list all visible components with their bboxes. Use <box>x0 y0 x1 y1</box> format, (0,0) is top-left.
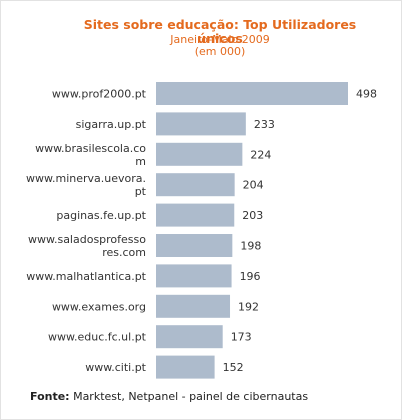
category-label-5-line-1: res.com <box>102 246 146 259</box>
bar-value-label-6: 196 <box>240 270 261 283</box>
bar-value-label-9: 152 <box>223 361 244 374</box>
chart-subtitle-period: Janeiro-Maio 2009 <box>170 33 270 46</box>
category-label-1: sigarra.up.pt <box>76 118 147 131</box>
category-label-7: www.exames.org <box>52 300 146 313</box>
bar-0 <box>156 82 348 105</box>
category-label-9: www.citi.pt <box>85 361 146 374</box>
bar-value-label-5: 198 <box>240 240 261 253</box>
category-label-5-line-0: www.saladosprofesso <box>28 233 146 246</box>
bar-value-label-1: 233 <box>254 118 275 131</box>
bar-6 <box>156 264 232 288</box>
source-note: Fonte: Marktest, Netpanel - painel de ci… <box>30 390 308 404</box>
bar-5 <box>156 234 233 257</box>
bar-value-label-7: 192 <box>238 300 259 313</box>
bar-4 <box>156 203 235 227</box>
bar-8 <box>156 325 223 349</box>
category-label-4: paginas.fe.up.pt <box>56 209 146 222</box>
bar-1 <box>156 112 246 136</box>
source-text: Marktest, Netpanel - painel de cibernaut… <box>69 390 309 403</box>
bar-chart: 498 www.prof2000.pt 233 sigarra.up.pt 224 www… <box>26 82 377 379</box>
category-label-2-line-1: m <box>135 155 146 168</box>
chart-title: Sites sobre educação: Top Utilizadores ú… <box>83 17 357 46</box>
category-label-2-line-0: www.brasilescola.co <box>35 142 146 155</box>
bar-value-label-8: 173 <box>231 331 252 344</box>
category-label-3-line-0: www.minerva.uevora. <box>26 172 146 185</box>
bar-value-label-2: 224 <box>250 148 271 161</box>
bar-3 <box>156 173 235 197</box>
category-label-6: www.malhatlantica.pt <box>26 270 146 283</box>
source-label: Fonte: <box>30 390 70 403</box>
bar-2 <box>156 142 243 166</box>
category-label-8: www.educ.fc.ul.pt <box>48 331 147 344</box>
chart-subtitle-unit: (em 000) <box>194 45 246 58</box>
bar-value-label-0: 498 <box>356 88 377 101</box>
category-label-0: www.prof2000.pt <box>52 88 147 101</box>
bar-value-label-3: 204 <box>243 179 264 192</box>
category-label-3-line-1: pt <box>135 185 147 198</box>
bar-9 <box>156 355 215 379</box>
bar-7 <box>156 294 231 318</box>
bar-value-label-4: 203 <box>242 209 263 222</box>
